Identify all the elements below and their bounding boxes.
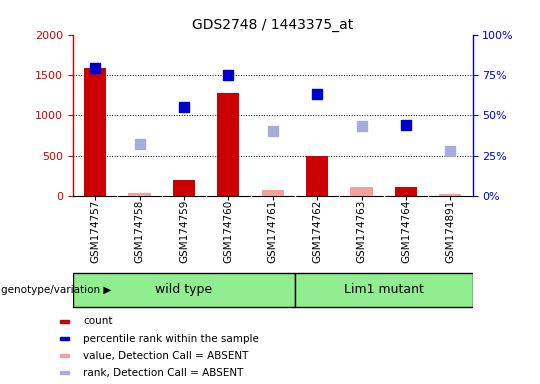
- Bar: [60, 320, 69, 323]
- Point: [313, 91, 321, 97]
- Point: [268, 128, 277, 134]
- Text: GSM174762: GSM174762: [312, 200, 322, 263]
- Title: GDS2748 / 1443375_at: GDS2748 / 1443375_at: [192, 18, 353, 32]
- Text: GSM174759: GSM174759: [179, 200, 189, 263]
- FancyBboxPatch shape: [295, 273, 472, 307]
- Bar: [306, 156, 328, 196]
- Point: [135, 141, 144, 147]
- Point: [180, 104, 188, 110]
- Text: genotype/variation ▶: genotype/variation ▶: [1, 285, 111, 295]
- Bar: [60, 337, 69, 340]
- Bar: [173, 180, 195, 196]
- Point: [224, 72, 233, 78]
- Bar: [217, 93, 239, 196]
- Bar: [60, 354, 69, 357]
- Point: [91, 65, 99, 71]
- Text: Lim1 mutant: Lim1 mutant: [344, 283, 424, 296]
- Bar: [395, 187, 417, 196]
- Text: GSM174758: GSM174758: [134, 200, 145, 263]
- FancyBboxPatch shape: [73, 273, 295, 307]
- Text: value, Detection Call = ABSENT: value, Detection Call = ABSENT: [83, 351, 248, 361]
- Bar: [129, 194, 151, 196]
- Text: GSM174764: GSM174764: [401, 200, 411, 263]
- Text: GSM174761: GSM174761: [268, 200, 278, 263]
- Text: GSM174891: GSM174891: [446, 200, 455, 263]
- Bar: [350, 187, 373, 196]
- Text: GSM174757: GSM174757: [90, 200, 100, 263]
- Point: [357, 123, 366, 129]
- Bar: [439, 194, 461, 196]
- Point: [402, 122, 410, 128]
- Text: rank, Detection Call = ABSENT: rank, Detection Call = ABSENT: [83, 367, 243, 377]
- Bar: [84, 68, 106, 196]
- Text: GSM174760: GSM174760: [224, 200, 233, 263]
- Bar: [261, 190, 284, 196]
- Text: GSM174763: GSM174763: [356, 200, 367, 263]
- Text: wild type: wild type: [156, 283, 212, 296]
- Text: percentile rank within the sample: percentile rank within the sample: [83, 334, 259, 344]
- Text: count: count: [83, 316, 112, 326]
- Point: [446, 147, 455, 154]
- Bar: [60, 371, 69, 374]
